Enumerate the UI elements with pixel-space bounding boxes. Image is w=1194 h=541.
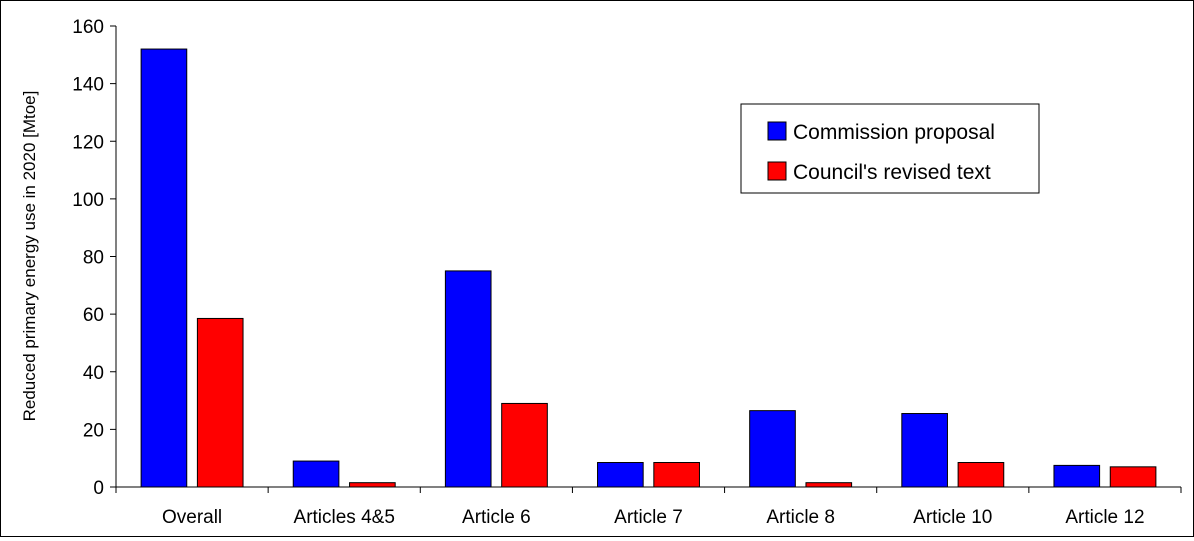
x-tick-label: Article 12 xyxy=(1065,507,1144,528)
x-tick-label: Article 7 xyxy=(614,507,683,528)
y-tick-label: 120 xyxy=(72,132,104,153)
y-tick-label: 40 xyxy=(83,363,104,384)
legend-swatch-commission xyxy=(767,121,787,141)
bar-commission-1 xyxy=(292,460,340,488)
y-tick-label: 0 xyxy=(93,478,104,499)
y-axis: 0 20 40 60 80 100 120 140 160 xyxy=(72,17,117,499)
y-tick-label: 160 xyxy=(72,17,104,38)
legend-label-commission: Commission proposal xyxy=(793,121,995,144)
bar-council-0 xyxy=(196,317,244,488)
bar-commission-3 xyxy=(597,462,644,488)
bar-council-4 xyxy=(805,482,853,488)
legend: Commission proposal Council's revised tex… xyxy=(740,103,1040,194)
y-axis-title: Reduced primary energy use in 2020 [Mtoe… xyxy=(20,91,39,422)
y-tick-label: 140 xyxy=(72,75,104,96)
x-tick-label: Overall xyxy=(162,507,222,528)
bar-commission-2 xyxy=(444,270,492,488)
bar-council-6 xyxy=(1109,466,1157,488)
x-tick-label: Article 6 xyxy=(462,507,531,528)
bar-council-5 xyxy=(957,462,1005,488)
x-tick-label: Article 8 xyxy=(766,507,835,528)
y-tick-label: 60 xyxy=(83,305,104,326)
x-tick-label: Articles 4&5 xyxy=(294,507,395,528)
y-tick-label: 80 xyxy=(83,248,104,269)
bar-commission-5 xyxy=(901,413,948,488)
x-axis: Overall Articles 4&5 Article 6 Article 7 Art… xyxy=(115,486,1182,528)
bar-commission-0 xyxy=(140,48,188,488)
legend-box xyxy=(740,103,1040,194)
bar-commission-6 xyxy=(1053,464,1101,488)
y-tick-label: 20 xyxy=(83,420,104,441)
bar-council-1 xyxy=(349,482,396,488)
legend-label-council: Council's revised text xyxy=(793,161,991,184)
x-tick-label: Article 10 xyxy=(913,507,992,528)
bar-commission-4 xyxy=(749,410,796,488)
legend-swatch-council xyxy=(767,161,787,181)
plot-area xyxy=(140,48,1157,488)
bar-council-2 xyxy=(501,402,548,488)
bar-council-3 xyxy=(653,462,700,488)
y-tick-label: 100 xyxy=(72,190,104,211)
